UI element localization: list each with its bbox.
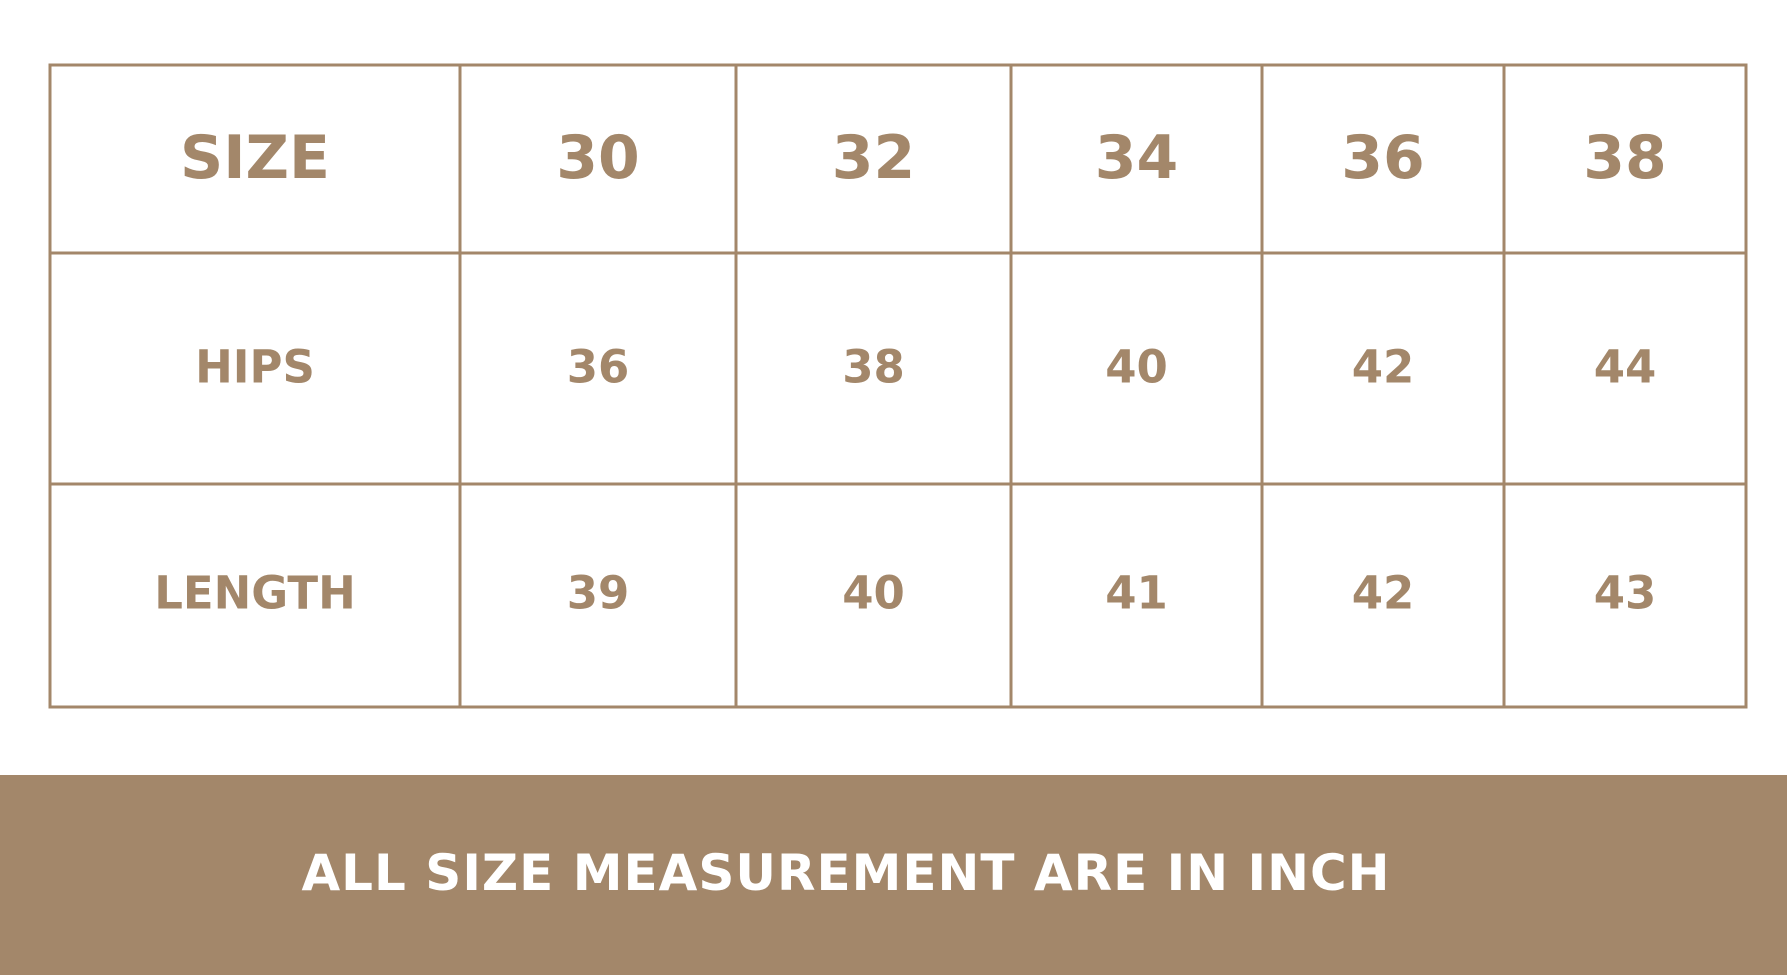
table-cell: 40 <box>1105 341 1168 394</box>
table-border <box>48 63 1748 709</box>
table-cell: 36 <box>567 341 630 394</box>
table-cell: HIPS <box>195 341 315 394</box>
table-cell: 43 <box>1594 567 1657 620</box>
footer-banner <box>0 775 1787 975</box>
header-cell: 34 <box>1095 123 1179 193</box>
table-cell: 41 <box>1105 567 1168 620</box>
footer-text: ALL SIZE MEASUREMENT ARE IN INCH <box>301 844 1390 902</box>
header-cell: 38 <box>1583 123 1667 193</box>
table-cell: LENGTH <box>154 567 356 620</box>
table-cell: 39 <box>567 567 630 620</box>
table-cell: 42 <box>1352 341 1415 394</box>
header-cell: 36 <box>1341 123 1425 193</box>
table-cell: 38 <box>842 341 905 394</box>
header-cell: SIZE <box>180 123 330 193</box>
table-cell: 44 <box>1594 341 1657 394</box>
table-cell: 40 <box>842 567 905 620</box>
table-cell: 42 <box>1352 567 1415 620</box>
header-cell: 32 <box>832 123 916 193</box>
header-cell: 30 <box>556 123 640 193</box>
